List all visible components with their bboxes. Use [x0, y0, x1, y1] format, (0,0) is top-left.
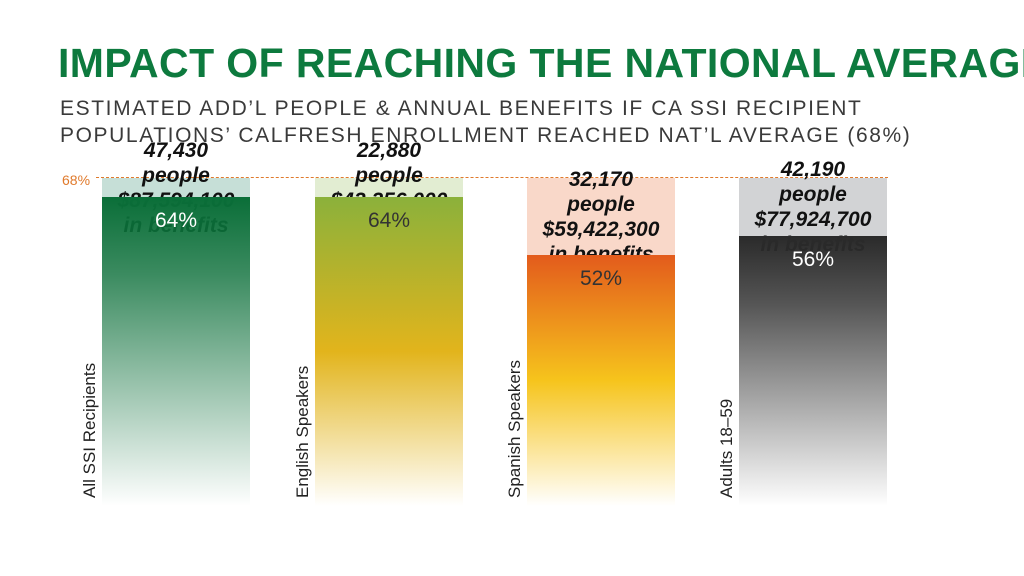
value-label: 64% — [367, 209, 411, 233]
bar: 64% — [315, 197, 463, 506]
reference-line — [96, 177, 888, 178]
people-count: 42,190 — [780, 157, 846, 181]
chart-subtitle: ESTIMATED ADD’L PEOPLE & ANNUAL BENEFITS… — [60, 95, 911, 149]
bar: 64% — [102, 197, 250, 506]
reference-label: 68% — [62, 172, 91, 188]
category-label: English Speakers — [293, 365, 312, 498]
value-label: 56% — [791, 247, 835, 271]
benefits-amount: $59,422,300 — [542, 217, 660, 241]
people-unit: people — [142, 163, 210, 187]
category-label: Spanish Speakers — [505, 360, 524, 498]
category-label: Adults 18–59 — [717, 398, 736, 498]
people-unit: people — [779, 182, 847, 206]
gap-box: 32,170 people $59,422,300 in benefits — [527, 168, 675, 266]
people-count: 22,880 — [356, 138, 422, 162]
benefits-amount: $77,924,700 — [754, 207, 872, 231]
value-label: 64% — [154, 209, 198, 233]
chart-title: IMPACT OF REACHING THE NATIONAL AVERAGE — [58, 40, 1024, 86]
subtitle-line-1: ESTIMATED ADD’L PEOPLE & ANNUAL BENEFITS… — [60, 97, 863, 120]
people-count: 32,170 — [568, 167, 634, 191]
category-label: All SSI Recipients — [80, 362, 99, 498]
people-count: 47,430 — [143, 138, 209, 162]
people-unit: people — [355, 163, 423, 187]
bar: 56% — [739, 235, 887, 506]
people-unit: people — [567, 192, 635, 216]
bar: 52% — [527, 255, 675, 506]
subtitle-line-2: POPULATIONS’ CALFRESH ENROLLMENT REACHED… — [60, 124, 912, 147]
value-label: 52% — [579, 267, 623, 291]
